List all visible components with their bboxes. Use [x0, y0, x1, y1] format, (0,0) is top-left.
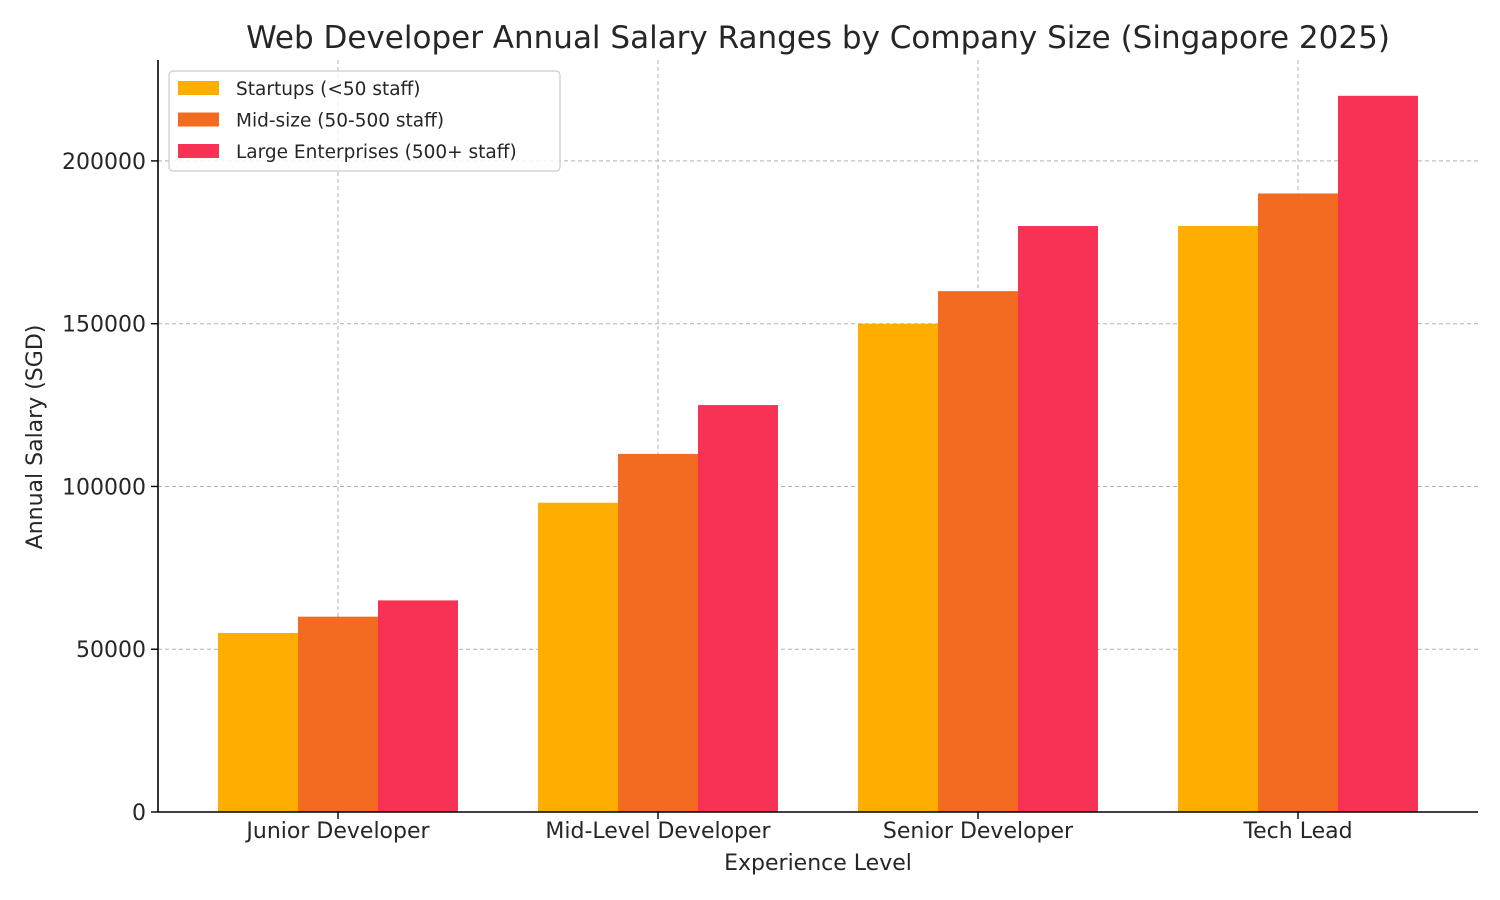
legend: Startups (<50 staff) Mid-size (50-500 sta…: [168, 70, 561, 172]
x-tick-label: Junior Developer: [244, 819, 430, 844]
y-tick-label: 100000: [62, 475, 146, 500]
bar-3-3: [1018, 226, 1098, 812]
legend-box: [168, 70, 561, 172]
legend-label: Mid-size (50-500 staff): [236, 111, 444, 132]
y-tick-label: 200000: [62, 150, 146, 175]
bar-2-4: [1258, 193, 1338, 812]
bar-2-2: [618, 453, 698, 812]
x-tick-label: Tech Lead: [1242, 819, 1352, 844]
x-tick-label: Senior Developer: [883, 819, 1074, 844]
chart-title: Web Developer Annual Salary Ranges by Co…: [246, 20, 1390, 56]
tick-labels: 0 50000 100000 150000 200000 Junior Developer…: [62, 150, 1353, 844]
y-tick-label: 50000: [76, 638, 146, 663]
x-tick-label: Mid-Level Developer: [545, 819, 771, 844]
legend-swatch: [178, 112, 219, 127]
bar-2-3: [938, 291, 1018, 813]
bar-3-2: [698, 405, 778, 812]
bar-1-2: [538, 502, 618, 812]
bars: [218, 95, 1418, 813]
y-axis-label: Annual Salary (SGD): [23, 325, 48, 550]
legend-swatch: [178, 144, 219, 158]
y-tick-label: 0: [132, 801, 146, 826]
bar-1-4: [1178, 226, 1258, 812]
bar-3-4: [1338, 95, 1418, 813]
y-tick-label: 150000: [62, 313, 146, 338]
bar-1-1: [218, 632, 298, 812]
legend-swatch: [178, 81, 219, 95]
bar-1-3: [858, 323, 938, 812]
bar-3-1: [378, 600, 458, 812]
legend-label: Large Enterprises (500+ staff): [236, 142, 517, 163]
axes: [151, 60, 1478, 819]
legend-label: Startups (<50 staff): [236, 79, 421, 100]
x-axis-label: Experience Level: [724, 851, 912, 876]
bar-2-1: [298, 616, 378, 812]
